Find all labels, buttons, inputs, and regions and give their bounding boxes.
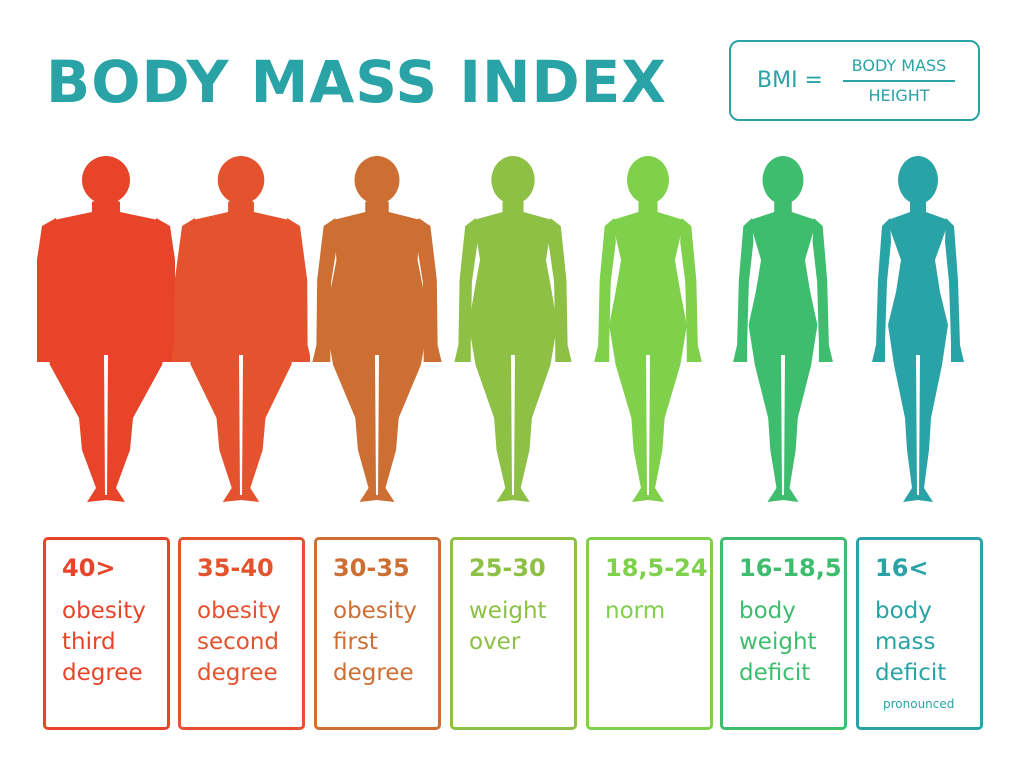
silhouette-left-arm: [594, 218, 616, 362]
category-card: 35-40 obesity second degree: [178, 537, 305, 730]
formula-denominator: HEIGHT: [868, 86, 930, 105]
silhouette-graphic: [594, 156, 702, 502]
body-silhouette: [30, 150, 182, 520]
silhouette-body: [42, 196, 170, 502]
bmi-range: 16-18,5: [739, 554, 842, 582]
bmi-range: 30-35: [333, 554, 410, 582]
silhouette-graphic: [312, 156, 442, 502]
silhouette-head: [82, 156, 130, 204]
category-card: 40> obesity third degree: [43, 537, 170, 730]
silhouette-leg-gap: [916, 355, 920, 495]
category-description: obesity second degree: [197, 598, 281, 686]
silhouette-right-arm: [945, 218, 964, 362]
bmi-range: 16<: [875, 554, 929, 582]
fraction-bar: [843, 80, 955, 82]
silhouette-graphic: [30, 156, 182, 502]
silhouette-right-arm: [284, 218, 312, 362]
silhouette-graphic: [454, 156, 572, 502]
silhouette-body: [325, 196, 429, 502]
silhouette-left-arm: [170, 218, 198, 362]
silhouette-leg-gap: [375, 355, 379, 495]
silhouette-right-arm: [416, 218, 442, 362]
silhouette-graphic: [872, 156, 964, 502]
bmi-range: 40>: [62, 554, 116, 582]
category-description: obesity third degree: [62, 598, 146, 686]
silhouette-head: [354, 156, 400, 204]
category-card: 16< body mass deficit pronounced: [856, 537, 983, 730]
silhouette-right-arm: [548, 218, 572, 362]
category-card: 30-35 obesity first degree: [314, 537, 441, 730]
bmi-range: 25-30: [469, 554, 546, 582]
silhouette-leg-gap: [239, 355, 243, 495]
silhouette-left-arm: [733, 218, 754, 362]
silhouette-graphic: [733, 156, 833, 502]
silhouette-head: [626, 156, 670, 204]
silhouette-head: [762, 156, 804, 204]
silhouette-body: [609, 196, 687, 502]
body-silhouette: [849, 150, 987, 520]
category-description: body mass deficit: [875, 598, 947, 686]
category-description: body weight deficit: [739, 598, 817, 686]
silhouette-head: [491, 156, 535, 204]
silhouette-right-arm: [812, 218, 833, 362]
formula-lhs: BMI =: [757, 68, 823, 93]
silhouette-leg-gap: [104, 355, 108, 495]
body-silhouettes: [0, 150, 1024, 520]
page-title: BODY MASS INDEX: [46, 48, 667, 116]
body-silhouette: [170, 150, 312, 520]
silhouette-body: [468, 196, 558, 502]
body-silhouette: [308, 150, 446, 520]
silhouette-right-arm: [680, 218, 702, 362]
silhouette-head: [217, 156, 265, 204]
silhouette-left-arm: [872, 218, 891, 362]
category-description: obesity first degree: [333, 598, 417, 686]
category-description: weight over: [469, 598, 547, 655]
bmi-range: 35-40: [197, 554, 274, 582]
body-silhouette: [579, 150, 717, 520]
category-card: 16-18,5 body weight deficit: [720, 537, 847, 730]
category-card: 18,5-24 norm: [586, 537, 713, 730]
silhouette-left-arm: [454, 218, 478, 362]
silhouette-body: [183, 196, 299, 502]
silhouette-leg-gap: [511, 355, 515, 495]
silhouette-graphic: [170, 156, 312, 502]
category-note: pronounced: [883, 697, 955, 711]
body-silhouette: [714, 150, 852, 520]
body-silhouette: [444, 150, 582, 520]
category-description: norm: [605, 598, 666, 624]
bmi-range: 18,5-24: [605, 554, 708, 582]
silhouette-leg-gap: [646, 355, 650, 495]
silhouette-body: [888, 196, 948, 502]
silhouette-leg-gap: [781, 355, 785, 495]
category-card: 25-30 weight over: [450, 537, 577, 730]
silhouette-body: [748, 196, 818, 502]
silhouette-head: [898, 156, 938, 204]
bmi-formula-box: BMI = BODY MASS HEIGHT: [729, 40, 980, 121]
formula-fraction: BODY MASS HEIGHT: [843, 56, 955, 105]
formula-numerator: BODY MASS: [851, 56, 947, 75]
silhouette-left-arm: [312, 218, 338, 362]
